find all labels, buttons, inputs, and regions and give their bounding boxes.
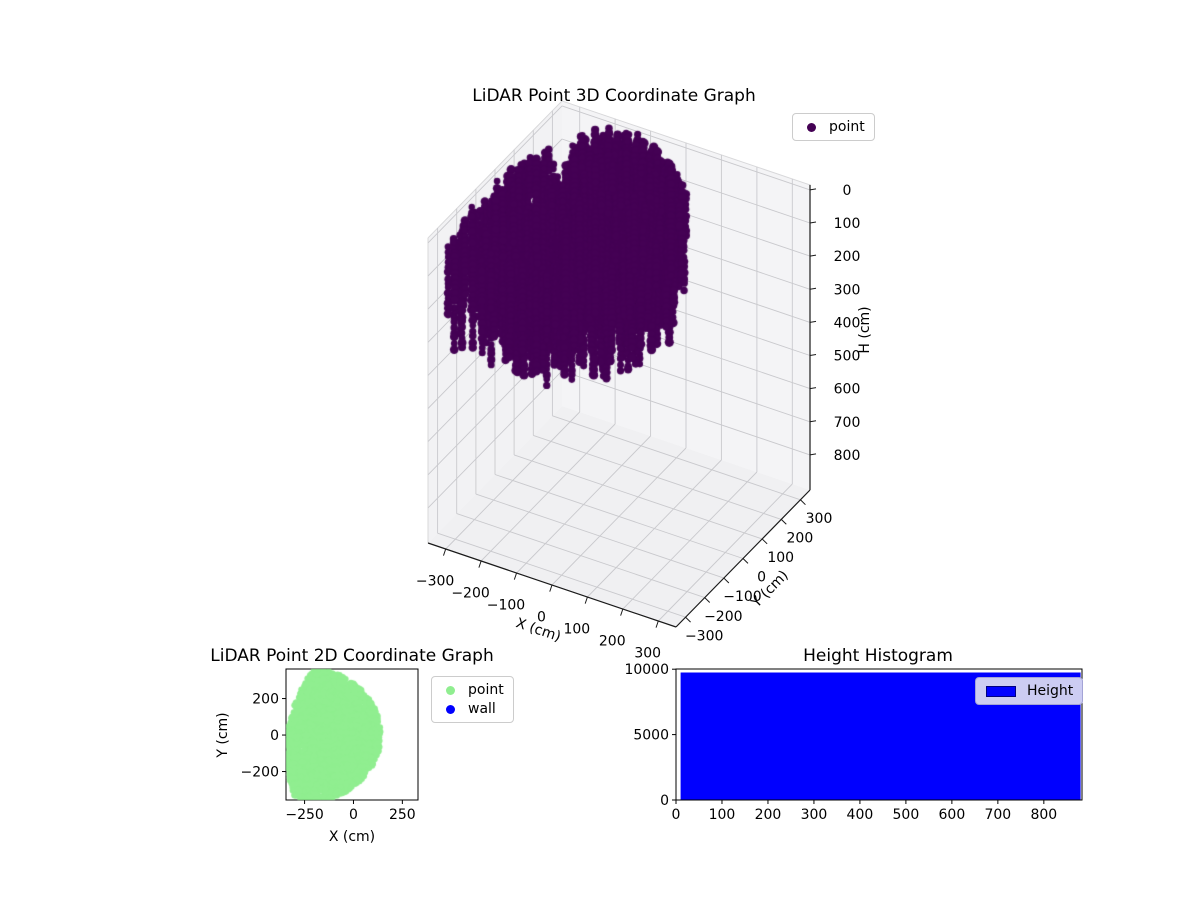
plot2d-title: LiDAR Point 2D Coordinate Graph <box>210 646 494 666</box>
legend-label: Height <box>1027 683 1074 699</box>
legend-label: point <box>468 682 504 698</box>
legend-entry-height: Height <box>984 682 1073 700</box>
plot3d-title: LiDAR Point 3D Coordinate Graph <box>472 86 756 106</box>
legend-entry-point: point <box>440 681 504 699</box>
point-marker-icon <box>446 685 455 695</box>
plot3d-legend: point <box>792 113 875 141</box>
histogram-title: Height Histogram <box>803 646 953 666</box>
histogram-legend: Height <box>975 677 1084 705</box>
legend-label: wall <box>468 701 496 717</box>
plot2d-legend: point wall <box>431 676 514 723</box>
point-marker-icon <box>807 122 816 132</box>
wall-marker-icon <box>446 704 455 714</box>
height-bar-swatch-icon <box>986 685 1016 697</box>
legend-entry-wall: wall <box>440 700 504 718</box>
legend-label: point <box>829 119 865 135</box>
legend-entry-point: point <box>801 118 865 136</box>
